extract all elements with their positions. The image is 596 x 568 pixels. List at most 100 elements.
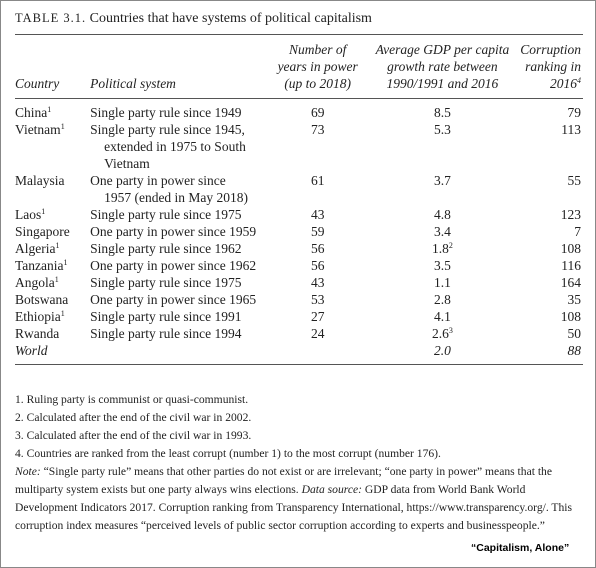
footnote-ref: 1 bbox=[63, 258, 68, 267]
years-cell: 73 bbox=[271, 121, 365, 172]
country: China bbox=[15, 105, 48, 120]
rank-cell: 50 bbox=[520, 325, 583, 342]
header-row: Country Political system Number of years in… bbox=[15, 34, 583, 99]
years-cell: 61 bbox=[271, 172, 365, 206]
gdp: 2.8 bbox=[433, 292, 451, 307]
rank-cell: 116 bbox=[520, 257, 583, 274]
column-header: Average GDP per capita growth rate betwee… bbox=[365, 35, 521, 99]
footnote-ref: 1 bbox=[55, 241, 60, 250]
rank: 116 bbox=[561, 258, 581, 273]
row: World 2.0 88 bbox=[15, 342, 583, 365]
header-line: 2016 bbox=[550, 76, 577, 91]
system-line: One party in power since 1959 bbox=[90, 224, 257, 239]
system-line: One party in power since 1965 bbox=[90, 292, 257, 307]
system-cell bbox=[90, 342, 271, 365]
country-cell: China1 bbox=[15, 99, 90, 122]
rank-cell: 7 bbox=[520, 223, 583, 240]
country-cell: Singapore bbox=[15, 223, 90, 240]
system-line: Vietnam bbox=[104, 156, 150, 171]
table-title: TABLE 3.1. Countries that have systems o… bbox=[15, 11, 372, 27]
footnote-ref: 4 bbox=[577, 76, 581, 85]
gdp-cell: 3.4 bbox=[365, 223, 521, 240]
table: Country Political system Number of years in… bbox=[15, 34, 583, 365]
footnote-ref: 1 bbox=[41, 207, 46, 216]
system-cell: One party in power since 1959 bbox=[90, 223, 271, 240]
title-text: Countries that have systems of political… bbox=[89, 11, 372, 26]
years: 53 bbox=[310, 292, 325, 307]
system-line: Single party rule since 1975 bbox=[90, 275, 242, 290]
column-header: Country bbox=[15, 35, 90, 99]
rank: 79 bbox=[567, 105, 582, 120]
years-cell: 27 bbox=[271, 308, 365, 325]
footnote: 4. Countries are ranked from the least c… bbox=[15, 447, 441, 460]
system-cell: Single party rule since 1991 bbox=[90, 308, 271, 325]
country-cell: Vietnam1 bbox=[15, 121, 90, 172]
country: Malaysia bbox=[15, 173, 65, 188]
gdp-cell: 3.7 bbox=[365, 172, 521, 206]
gdp-cell: 2.63 bbox=[365, 325, 521, 342]
gdp: 3.4 bbox=[433, 224, 451, 239]
rank-cell: 88 bbox=[520, 342, 583, 365]
years-cell: 43 bbox=[271, 206, 365, 223]
header-line: Country bbox=[15, 76, 60, 91]
system-cell: Single party rule since 1962 bbox=[90, 240, 271, 257]
years: 56 bbox=[310, 258, 325, 273]
note-part: Data source: bbox=[301, 483, 363, 496]
gdp: 2.6 bbox=[431, 326, 449, 341]
header-line: Average GDP per capita bbox=[375, 42, 510, 57]
years: 43 bbox=[310, 275, 325, 290]
gdp: 2.0 bbox=[433, 343, 451, 358]
system-line: 1957 (ended in May 2018) bbox=[104, 190, 249, 205]
gdp: 3.5 bbox=[433, 258, 451, 273]
years: 56 bbox=[310, 241, 325, 256]
footnote-ref: 1 bbox=[60, 122, 65, 131]
row: China1 Single party rule since 1949 69 8.5 7… bbox=[15, 99, 583, 122]
gdp-cell: 3.5 bbox=[365, 257, 521, 274]
gdp-cell: 5.3 bbox=[365, 121, 521, 172]
system-cell: Single party rule since 1975 bbox=[90, 274, 271, 291]
gdp: 1.8 bbox=[431, 241, 449, 256]
caption: “Capitalism, Alone” bbox=[471, 542, 570, 554]
header-line: growth rate between bbox=[387, 59, 498, 74]
rank-cell: 79 bbox=[520, 99, 583, 122]
footnote: 2. Calculated after the end of the civil… bbox=[15, 411, 252, 424]
system-cell: One party in power since 1965 bbox=[90, 291, 271, 308]
row: Singapore One party in power since 1959 59… bbox=[15, 223, 583, 240]
system-line: Single party rule since 1991 bbox=[90, 309, 242, 324]
gdp: 1.1 bbox=[433, 275, 451, 290]
system-cell: One party in power since 1962 bbox=[90, 257, 271, 274]
footnote-ref: 1 bbox=[54, 275, 59, 284]
country-cell: Algeria1 bbox=[15, 240, 90, 257]
country-cell: Ethiopia1 bbox=[15, 308, 90, 325]
country-cell: Malaysia bbox=[15, 172, 90, 206]
years: 27 bbox=[310, 309, 325, 324]
footnote-ref: 1 bbox=[60, 309, 65, 318]
country-cell: Laos1 bbox=[15, 206, 90, 223]
column-header: Number of years in power (up to 2018) bbox=[271, 35, 365, 99]
table-body: China1 Single party rule since 1949 69 8.5 7… bbox=[15, 99, 583, 365]
column-header: Corruption ranking in 20164 bbox=[520, 35, 583, 99]
footnotes: 1. Ruling party is communist or quasi-co… bbox=[15, 391, 581, 535]
header-line: Number of bbox=[289, 42, 347, 57]
rank-cell: 123 bbox=[520, 206, 583, 223]
gdp-cell: 4.1 bbox=[365, 308, 521, 325]
gdp: 4.1 bbox=[433, 309, 451, 324]
years-cell: 56 bbox=[271, 240, 365, 257]
rank-cell: 55 bbox=[520, 172, 583, 206]
country: Algeria bbox=[15, 241, 56, 256]
rank-cell: 108 bbox=[520, 240, 583, 257]
country-cell: Angola1 bbox=[15, 274, 90, 291]
system-line: Single party rule since 1945, bbox=[90, 122, 245, 137]
header-line: 1990/1991 and 2016 bbox=[386, 76, 499, 91]
years-cell bbox=[271, 342, 365, 365]
header-line: years in power bbox=[277, 59, 358, 74]
rank: 113 bbox=[561, 122, 581, 137]
country: Angola bbox=[15, 275, 55, 290]
row: Algeria1 Single party rule since 1962 56 1.… bbox=[15, 240, 583, 257]
row: Tanzania1 One party in power since 1962 56… bbox=[15, 257, 583, 274]
years: 73 bbox=[310, 122, 325, 137]
years: 43 bbox=[310, 207, 325, 222]
country: Rwanda bbox=[15, 326, 60, 341]
rank: 108 bbox=[560, 241, 581, 256]
years-cell: 43 bbox=[271, 274, 365, 291]
